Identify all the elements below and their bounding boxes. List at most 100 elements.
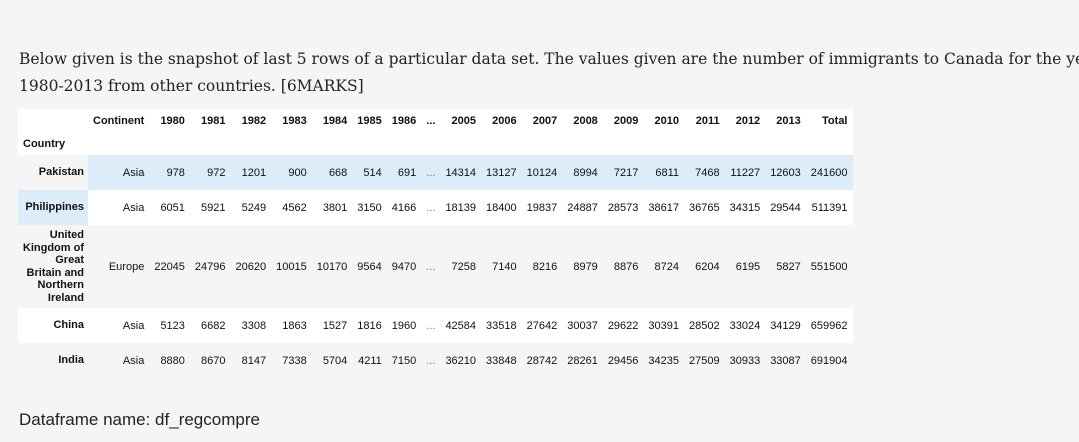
table-cell: 241600 [805, 155, 853, 190]
table-cell: 8979 [573, 260, 598, 273]
column-header: ... [426, 114, 436, 127]
table-cell: 3801 [322, 201, 348, 214]
table-cell: Asia [122, 319, 145, 332]
table-cell: 6051 [160, 201, 185, 214]
table-cell: 27509 [689, 354, 720, 367]
question-line: Below given is the snapshot of last 5 ro… [19, 50, 1079, 68]
empty-cell [421, 132, 440, 155]
table-cell: Asia [122, 201, 145, 214]
table-cell: 668 [311, 155, 353, 190]
table-cell: 12603 [765, 155, 806, 190]
row-index: China [53, 319, 84, 332]
table-header: Continent 1980 1981 1982 1983 1984 1985 1986...… [18, 109, 853, 155]
table-cell: 13127 [481, 155, 522, 190]
empty-cell [806, 132, 853, 155]
question-line: 1980-2013 from other countries. [6MARKS] [19, 77, 364, 95]
empty-cell [440, 132, 481, 155]
table-cell: 24796 [194, 260, 226, 273]
table-cell: 34235 [648, 354, 679, 367]
empty-cell [352, 132, 386, 155]
table-cell: 6811 [643, 155, 684, 190]
table-cell: 7258 [451, 260, 477, 273]
table-cell: 7217 [602, 155, 644, 190]
empty-cell [725, 132, 766, 155]
table-cell: 10170 [316, 260, 348, 273]
column-header: 1984 [322, 114, 348, 127]
column-header: 2005 [451, 114, 477, 127]
table-cell: 33087 [770, 354, 801, 367]
column-header: 2009 [613, 114, 639, 127]
table-cell: 5123 [160, 319, 185, 332]
column-header: 1981 [201, 114, 226, 127]
table-cell: ... [426, 201, 436, 214]
table-cell: 10015 [276, 260, 307, 273]
row-index: United Kingdom of Great Britain and Nort… [22, 229, 84, 304]
row-index: Philippines [18, 190, 88, 225]
table-cell: 8147 [241, 354, 267, 367]
column-header: 1980 [160, 114, 185, 127]
column-header: 1986 [391, 114, 417, 127]
table-cell: 36765 [689, 201, 720, 214]
table-cell: 7140 [492, 260, 517, 273]
table-cell: 8876 [613, 260, 639, 273]
table-body: Pakistan Asia 978 972 1201 900 668 514 691... 143… [18, 155, 853, 378]
table-cell: 9564 [357, 260, 382, 273]
table-cell: 514 [352, 155, 387, 190]
table-cell: ... [426, 354, 436, 367]
table-cell: 27642 [526, 319, 558, 332]
empty-cell [522, 132, 563, 155]
table-cell: 8880 [160, 354, 185, 367]
table-cell: 9470 [391, 260, 417, 273]
table-cell: 5249 [241, 201, 267, 214]
table-cell: 18139 [445, 201, 477, 214]
table-cell: 6204 [695, 260, 720, 273]
table-cell: 8724 [654, 260, 679, 273]
table-cell: 8670 [201, 354, 226, 367]
table-cell: 1201 [230, 155, 272, 190]
empty-cell [481, 132, 522, 155]
table-cell: 4562 [282, 201, 307, 214]
table-cell: 18400 [486, 201, 517, 214]
table-cell: 6682 [201, 319, 226, 332]
empty-cell [643, 132, 684, 155]
table-row: United Kingdom of Great Britain and Nort… [18, 225, 853, 308]
table-cell: 1816 [357, 319, 382, 332]
table-cell: 20620 [235, 260, 267, 273]
empty-cell [149, 132, 190, 155]
table-cell: 511391 [811, 201, 848, 214]
table-cell: 42584 [445, 319, 477, 332]
column-header: Continent [93, 114, 145, 127]
table-cell: 551500 [810, 260, 848, 273]
table-cell: 5827 [776, 260, 801, 273]
table-row: China Asia 5123 6682 3308 1863 1527 1816 1960...… [18, 308, 853, 343]
table-cell: 28573 [607, 201, 639, 214]
table-cell: 38617 [648, 201, 679, 214]
column-header: 2011 [695, 114, 720, 127]
table-cell: 4211 [358, 354, 382, 367]
table-cell: 691904 [810, 354, 848, 367]
table-cell: 30933 [729, 354, 761, 367]
table-row: Pakistan Asia 978 972 1201 900 668 514 691... 143… [18, 155, 853, 190]
table-cell: 5921 [201, 201, 226, 214]
table-cell: 30037 [567, 319, 598, 332]
table-cell: 7468 [684, 155, 725, 190]
empty-cell [312, 132, 353, 155]
table-cell: 28742 [526, 354, 558, 367]
table-cell: 29456 [607, 354, 639, 367]
table-cell: 659962 [810, 319, 848, 332]
column-header: 2012 [735, 114, 761, 127]
table-cell: 5704 [322, 354, 348, 367]
table-cell: 24887 [567, 201, 598, 214]
column-header: 1982 [241, 114, 267, 127]
table-cell: 691 [386, 155, 422, 190]
header-row: Continent 1980 1981 1982 1983 1984 1985 1986...… [18, 109, 853, 132]
table-row: India Asia 8880 8670 8147 7338 5704 4211 7150...… [18, 343, 853, 378]
table-cell: 33024 [729, 319, 761, 332]
table-cell: Asia [88, 155, 150, 190]
table-cell: 19837 [526, 201, 558, 214]
empty-cell [231, 132, 272, 155]
table-cell: 972 [189, 155, 231, 190]
table-cell: 4166 [391, 201, 417, 214]
corner-cell [18, 109, 88, 132]
